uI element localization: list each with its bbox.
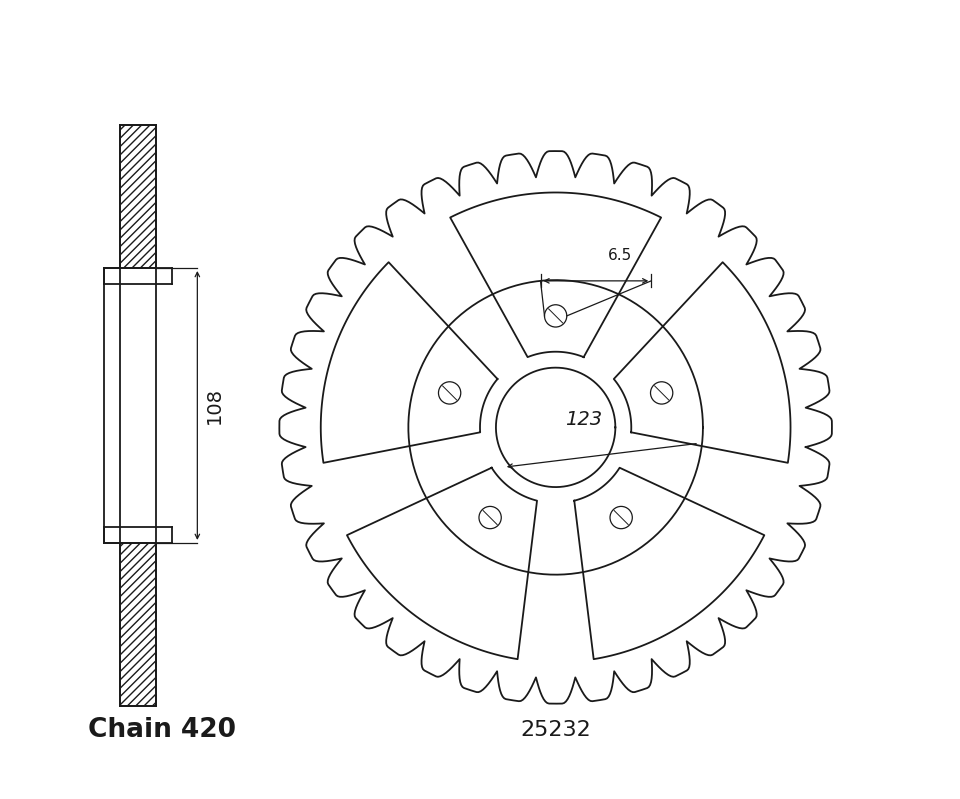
Text: 123: 123 <box>564 410 602 429</box>
Text: 6.5: 6.5 <box>608 248 632 264</box>
Text: Chain 420: Chain 420 <box>87 717 235 743</box>
Text: 25232: 25232 <box>520 720 591 740</box>
Bar <box>120 543 156 706</box>
Bar <box>120 125 156 268</box>
Text: 108: 108 <box>205 387 225 424</box>
